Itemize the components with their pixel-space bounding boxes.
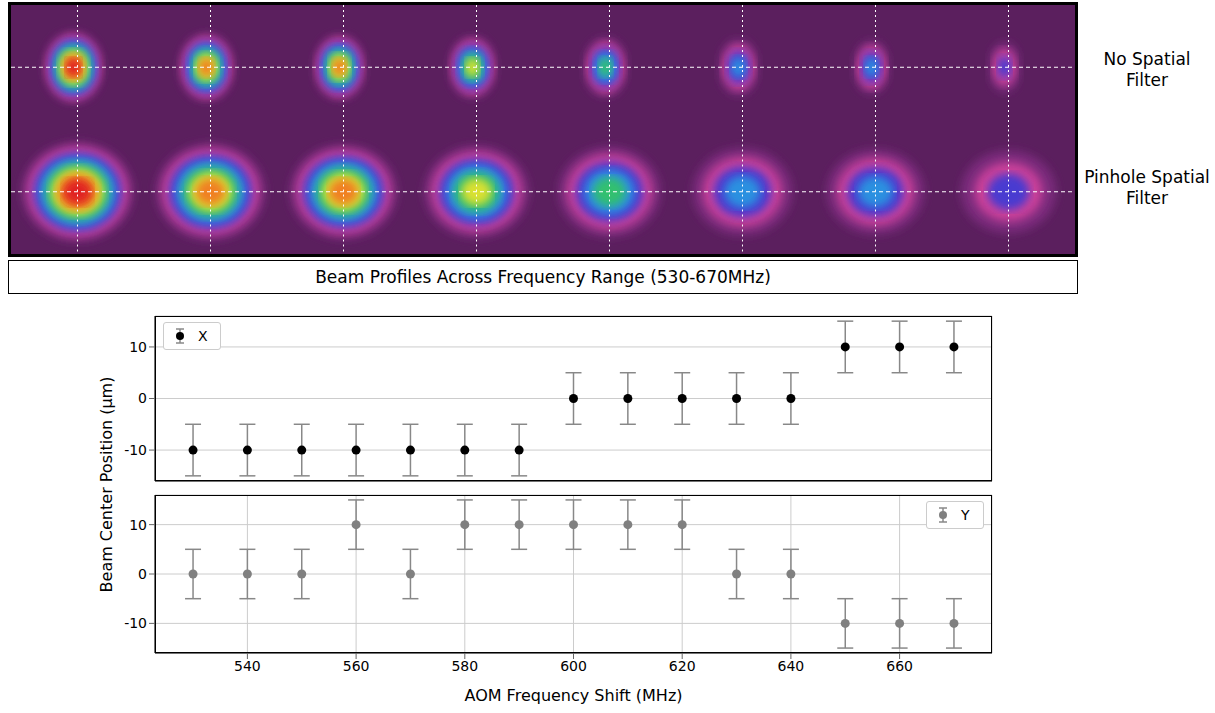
svg-text:-10: -10 [124,442,147,458]
svg-text:Beam Center Position (μm): Beam Center Position (μm) [97,377,116,593]
svg-text:10: 10 [129,517,147,533]
svg-text:0: 0 [138,390,147,406]
html-text:Beam Profiles Across Frequency: Beam Profiles Across Frequency Range (53… [315,267,771,287]
svg-text:620: 620 [669,658,696,674]
svg-text:580: 580 [451,658,478,674]
svg-text:-10: -10 [124,615,147,631]
svg-text:660: 660 [886,658,913,674]
html-text:Pinhole Spatial Filter: Pinhole Spatial Filter [1084,166,1210,208]
html-text:X: X [198,328,208,344]
svg-text:10: 10 [129,339,147,355]
svg-text:540: 540 [234,658,261,674]
svg-text:AOM Frequency Shift (MHz): AOM Frequency Shift (MHz) [464,686,682,705]
svg-text:600: 600 [560,658,587,674]
svg-text:640: 640 [778,658,805,674]
html-text:No Spatial Filter: No Spatial Filter [1103,48,1191,90]
html-text:Y: Y [961,507,970,523]
svg-text:560: 560 [343,658,370,674]
svg-text:0: 0 [138,566,147,582]
